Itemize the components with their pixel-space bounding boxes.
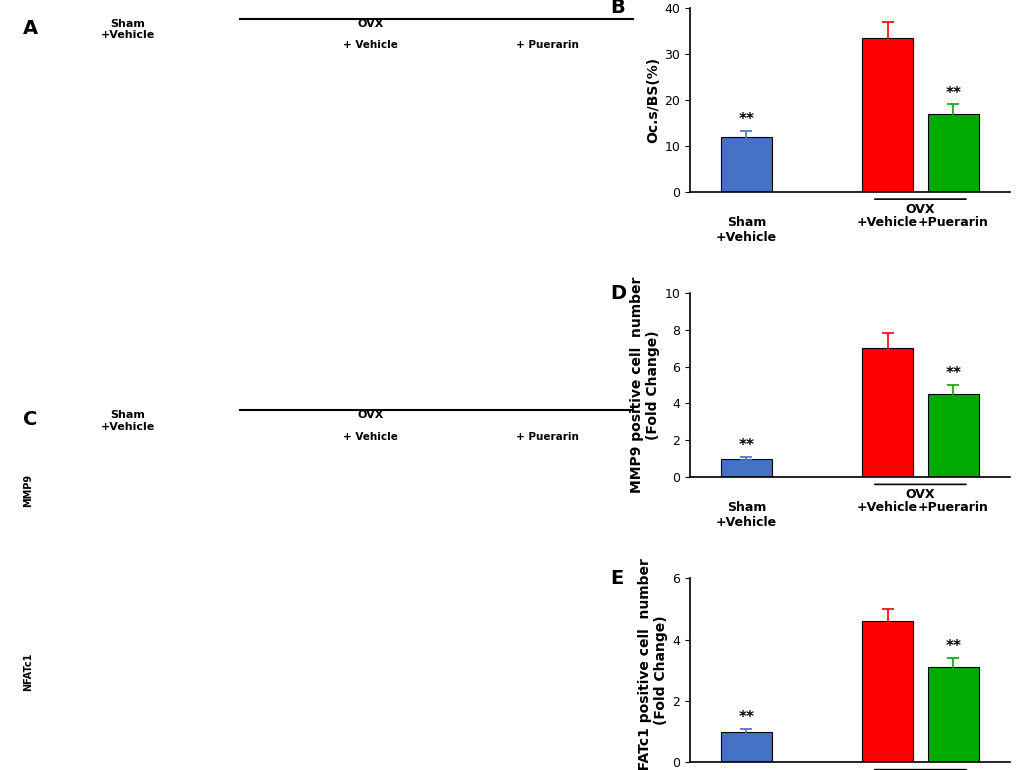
Text: OVX: OVX <box>358 410 383 420</box>
Bar <box>719 459 771 477</box>
Bar <box>861 38 912 192</box>
Text: **: ** <box>945 367 961 381</box>
Text: B: B <box>609 0 625 18</box>
Bar <box>926 394 978 477</box>
Text: D: D <box>609 284 626 303</box>
Y-axis label: Oc.s/BS(%): Oc.s/BS(%) <box>646 57 659 142</box>
Text: + Puerarin: + Puerarin <box>516 40 579 50</box>
Bar <box>861 348 912 477</box>
Text: +Puerarin: +Puerarin <box>917 216 987 229</box>
Text: E: E <box>609 569 623 588</box>
Text: NFATc1: NFATc1 <box>23 652 34 691</box>
Bar <box>926 668 978 762</box>
Bar <box>861 621 912 762</box>
Text: OVX: OVX <box>905 203 934 216</box>
Y-axis label: NFATc1 positive cell  number
(Fold Change): NFATc1 positive cell number (Fold Change… <box>637 558 667 770</box>
Y-axis label: MMP9 positive cell  number
(Fold Change): MMP9 positive cell number (Fold Change) <box>630 276 659 494</box>
Text: + Vehicle: + Vehicle <box>343 40 397 50</box>
Text: MMP9: MMP9 <box>23 474 34 507</box>
Text: +Puerarin: +Puerarin <box>917 501 987 514</box>
Text: **: ** <box>945 639 961 654</box>
Text: Sham
+Vehicle: Sham +Vehicle <box>715 501 776 529</box>
Text: + Vehicle: + Vehicle <box>343 432 397 442</box>
Text: + Puerarin: + Puerarin <box>516 432 579 442</box>
Text: OVX: OVX <box>358 18 383 28</box>
Text: **: ** <box>738 438 754 453</box>
Bar <box>719 732 771 762</box>
Text: +Vehicle: +Vehicle <box>856 216 917 229</box>
Text: Sham
+Vehicle: Sham +Vehicle <box>101 18 155 40</box>
Text: A: A <box>23 18 39 38</box>
Bar <box>926 113 978 192</box>
Text: +Vehicle: +Vehicle <box>856 501 917 514</box>
Text: Sham
+Vehicle: Sham +Vehicle <box>101 410 155 432</box>
Text: C: C <box>23 410 38 430</box>
Text: OVX: OVX <box>905 487 934 501</box>
Text: Sham
+Vehicle: Sham +Vehicle <box>715 216 776 243</box>
Text: **: ** <box>945 85 961 101</box>
Text: **: ** <box>738 710 754 725</box>
Bar <box>719 136 771 192</box>
Text: **: ** <box>738 112 754 127</box>
